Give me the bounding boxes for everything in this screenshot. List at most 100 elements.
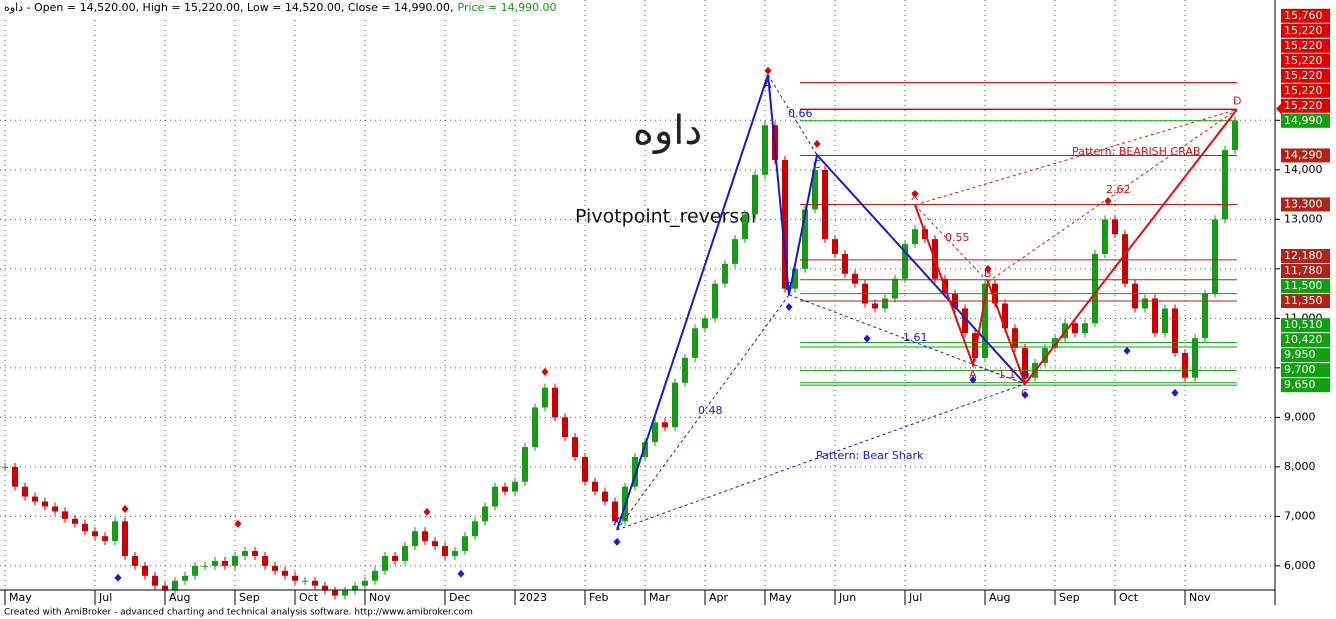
candle	[642, 442, 648, 457]
candle	[212, 560, 218, 566]
candle	[592, 481, 598, 492]
pivot-low	[114, 573, 122, 582]
candle	[1012, 328, 1018, 349]
pattern-point-label: C	[813, 158, 821, 171]
candle	[832, 239, 838, 254]
candle	[542, 387, 548, 408]
pattern-point-label: A	[764, 78, 772, 91]
candle	[182, 575, 188, 581]
axis-labels: 6,0007,0008,0009,00010,00011,00012,00013…	[4, 8, 1330, 605]
candle	[1122, 234, 1128, 284]
candle	[672, 382, 678, 428]
pattern-ratio-line	[987, 109, 1238, 283]
x-tick-label: Jul	[908, 591, 922, 604]
x-tick-label: Dec	[449, 591, 470, 604]
candle	[802, 209, 808, 269]
x-tick-label: Oct	[299, 591, 319, 604]
pattern-ratio-line	[616, 294, 790, 531]
pivot-high	[423, 507, 431, 516]
candle	[872, 303, 878, 309]
candle	[422, 531, 428, 542]
pattern-line	[914, 108, 1238, 386]
price-label-box	[1281, 378, 1330, 393]
pivot-high	[984, 264, 992, 273]
x-tick-label: May	[769, 591, 792, 604]
x-tick-label: Nov	[369, 591, 391, 604]
candle	[902, 244, 908, 279]
candle	[522, 447, 528, 482]
price-label-box	[1281, 98, 1330, 113]
candle	[302, 580, 308, 582]
price-label-box	[1281, 264, 1330, 279]
pattern-ratio-line	[767, 74, 818, 156]
candle	[612, 501, 618, 522]
candle	[12, 466, 18, 487]
candle	[222, 560, 228, 566]
price-label-box	[1281, 348, 1330, 363]
price-label: 11,780	[1284, 264, 1323, 277]
candle	[1102, 219, 1108, 254]
price-label-box	[1281, 53, 1330, 68]
price-label-box	[1281, 249, 1330, 264]
chart-title: داوه - Open = 14,520.00, High = 15,220.0…	[4, 1, 454, 14]
candle	[52, 506, 58, 512]
candle	[1162, 308, 1168, 334]
candle	[752, 174, 758, 215]
ratio: 1.61	[903, 331, 928, 344]
candle	[162, 585, 168, 591]
candle	[452, 551, 458, 556]
pivot-low	[457, 569, 465, 578]
price-label: 15,220	[1284, 24, 1323, 37]
price-label-box	[1281, 363, 1330, 378]
candle	[242, 551, 248, 556]
candle	[1172, 308, 1178, 353]
pivot-low	[1021, 390, 1029, 399]
candle	[582, 456, 588, 482]
candle	[572, 437, 578, 457]
price-label: 12,180	[1284, 249, 1323, 262]
candle	[62, 511, 68, 519]
pivot-high	[911, 189, 919, 198]
candle	[392, 555, 398, 561]
candle	[1142, 298, 1148, 309]
ratio: 2.62	[1106, 183, 1131, 196]
candle	[152, 575, 158, 586]
candle	[432, 541, 438, 547]
candle	[112, 521, 118, 542]
price-label: 9,700	[1284, 363, 1316, 376]
candle	[1092, 253, 1098, 324]
y-tick-label: 8,000	[1284, 460, 1316, 473]
candle	[562, 417, 568, 438]
candle	[1232, 120, 1238, 151]
price-label: 10,420	[1284, 333, 1323, 346]
candle	[282, 570, 288, 576]
candle	[632, 456, 638, 487]
candle	[792, 268, 798, 289]
candle	[322, 585, 328, 591]
price-label-box	[1281, 333, 1330, 348]
candle	[172, 580, 178, 591]
candle	[462, 536, 468, 552]
candle	[662, 422, 668, 428]
price-label: 10,510	[1284, 318, 1323, 331]
candle	[132, 555, 138, 566]
price-label: 9,950	[1284, 348, 1316, 361]
candle	[442, 546, 448, 556]
y-tick-label: 7,000	[1284, 509, 1316, 522]
y-tick-label: 9,000	[1284, 410, 1316, 423]
x-tick-label: Sep	[1059, 591, 1080, 604]
candle	[1042, 348, 1048, 363]
price-label: 14,990	[1284, 114, 1323, 127]
price-label-box	[1281, 294, 1330, 309]
pattern-name: Pattern: Bear Shark	[816, 449, 924, 462]
pivot-high	[813, 139, 821, 148]
pivot-low	[1171, 388, 1179, 397]
x-tick-label: Nov	[1189, 591, 1211, 604]
ratio: 0.55	[945, 231, 970, 244]
candle	[372, 570, 378, 581]
candle	[892, 278, 898, 299]
ratio: 0.66	[788, 107, 813, 120]
candle	[362, 580, 368, 586]
candle	[482, 506, 488, 522]
title-price: Price = 14,990.00	[458, 1, 557, 14]
